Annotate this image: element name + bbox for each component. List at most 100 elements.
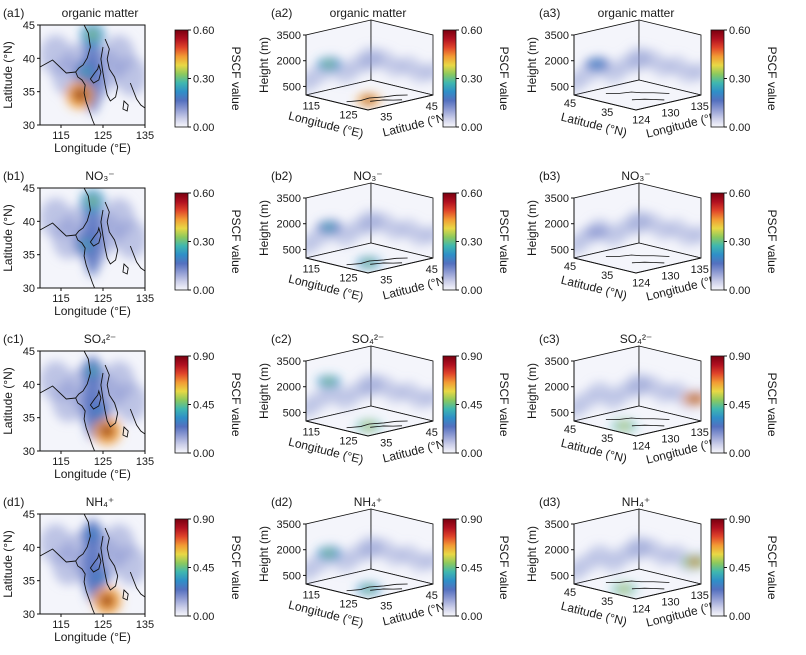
heat-background-blob [627, 536, 651, 554]
panel-label: (d3) [539, 495, 560, 509]
z-axis-label: Height (m) [525, 200, 539, 256]
coastline-island [89, 226, 102, 247]
colorbar [710, 355, 725, 454]
coastline-segment [129, 408, 145, 435]
colorbar-tick-label: 0.90 [461, 514, 482, 526]
colorbar-tick-label: 0.60 [193, 25, 214, 37]
axis1-tick-label: 115 [303, 589, 321, 601]
z-tick-label: 2000 [545, 219, 569, 231]
heat-hotspot-core [73, 89, 86, 101]
axis1-tick-label: 35 [601, 107, 613, 119]
axis1-tick-label: 115 [303, 100, 321, 112]
panel-label: (a2) [271, 6, 292, 20]
box-front-edge [573, 94, 702, 111]
axis1-tick-label: 125 [339, 435, 357, 447]
coastline [605, 254, 670, 264]
colorbar-label: PSCF value [765, 535, 779, 599]
z-tick-label: 500 [551, 570, 569, 582]
colorbar [442, 355, 457, 454]
panel-label: (d1) [3, 495, 24, 509]
heat-hotspot-core [591, 229, 602, 236]
colorbar [174, 192, 189, 291]
colorbar-tick-label: 0.00 [461, 285, 482, 297]
axis2-tick-label: 124 [632, 114, 650, 126]
coastline-segment [605, 254, 670, 257]
heat-layer [574, 373, 701, 432]
x-tick-label: 135 [136, 293, 154, 305]
border-line [40, 548, 76, 563]
z-tick-label: 500 [283, 81, 301, 93]
x-tick-label: 135 [136, 130, 154, 142]
heat-background-blob [627, 373, 651, 391]
heat-hotspot-core [591, 61, 602, 68]
y-tick-label: 45 [23, 509, 35, 521]
x-tick-label: 125 [94, 130, 112, 142]
z-axis-label: Height (m) [257, 200, 271, 256]
colorbar-label: PSCF value [229, 209, 243, 273]
colorbar [174, 355, 189, 454]
colorbar-tick-label: 0.30 [193, 237, 214, 249]
y-axis-label: Latitude (°N) [1, 204, 15, 272]
y-tick-label: 30 [23, 120, 35, 132]
z-axis-label: Height (m) [525, 363, 539, 419]
axis1-tick-label: 45 [564, 98, 576, 110]
colorbar-label: PSCF value [497, 209, 511, 273]
y-tick-label: 35 [23, 87, 35, 99]
heat-background-blob [689, 62, 701, 80]
coastline-segment [346, 94, 408, 103]
map-frame [39, 350, 146, 452]
colorbar [710, 518, 725, 617]
box-front-edge [573, 583, 702, 600]
coastline-segment [370, 99, 403, 102]
box-front-edge [573, 420, 702, 437]
colorbar-tick-label: 0.00 [193, 122, 214, 134]
colorbar [174, 518, 189, 617]
z-tick-label: 3500 [277, 356, 301, 368]
panel-title: NO₃⁻ [85, 169, 114, 183]
axis1-label: Latitude (°N) [560, 110, 629, 140]
panel-label: (a3) [539, 6, 560, 20]
colorbar [442, 29, 457, 128]
heat-background-blob [115, 56, 145, 96]
colorbar-label: PSCF value [497, 46, 511, 110]
y-axis-label: Latitude (°N) [1, 530, 15, 598]
coastline [346, 94, 408, 103]
z-tick-label: 500 [551, 407, 569, 419]
colorbar-tick-label: 0.00 [461, 611, 482, 623]
axis2-tick-label: 135 [691, 101, 709, 113]
colorbar-tick-label: 0.90 [461, 351, 482, 363]
box-front-edge [573, 257, 702, 274]
coastline [346, 257, 408, 266]
heat-layer [574, 210, 701, 255]
x-tick-label: 135 [136, 456, 154, 468]
axis1-tick-label: 125 [339, 272, 357, 284]
panel-title: NH₄⁺ [86, 495, 115, 509]
axis2-tick-label: 45 [426, 427, 438, 439]
coastline-segment [605, 580, 670, 583]
border-line [40, 222, 76, 237]
colorbar-label: PSCF value [497, 372, 511, 436]
heat-hotspot-core [323, 378, 334, 385]
heat-hotspot-core [323, 224, 334, 231]
y-tick-label: 35 [23, 576, 35, 588]
z-tick-label: 3500 [277, 519, 301, 531]
coastline [40, 514, 145, 614]
panel-b1: (b1) NO₃⁻ 115 125 135 30 35 40 45 Longitude (°E) L… [1, 169, 243, 318]
coastline [346, 583, 408, 592]
colorbar-tick-label: 0.60 [461, 188, 482, 200]
heat-background-blob [115, 382, 145, 422]
coastline-segment [75, 351, 96, 451]
panel-title: SO₄²⁻ [84, 332, 117, 346]
panel-label: (b2) [271, 169, 292, 183]
heat-background-blob [115, 545, 145, 585]
colorbar-tick-label: 0.00 [729, 448, 750, 460]
coastline-segment [631, 98, 665, 101]
x-tick-label: 125 [94, 293, 112, 305]
coastline-segment [100, 201, 119, 265]
colorbar-tick-label: 0.45 [193, 563, 214, 575]
z-tick-label: 2000 [545, 545, 569, 557]
axis1-tick-label: 45 [564, 261, 576, 273]
